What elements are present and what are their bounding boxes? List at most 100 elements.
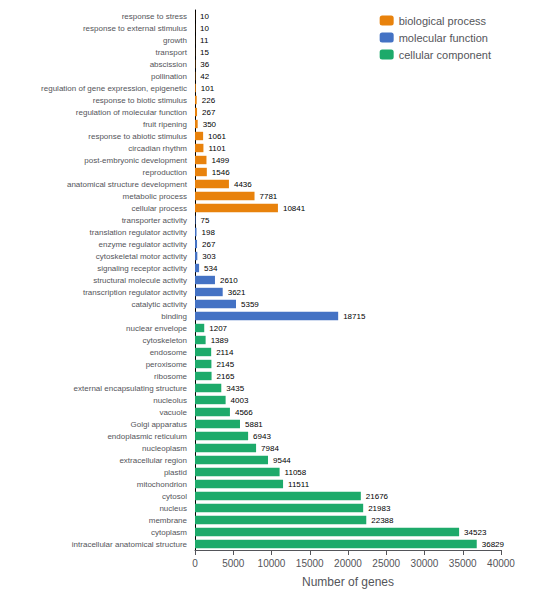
svg-text:10000: 10000: [258, 558, 286, 569]
svg-text:response to external stimulus: response to external stimulus: [83, 24, 187, 33]
svg-text:external encapsulating structu: external encapsulating structure: [74, 384, 188, 393]
svg-text:3435: 3435: [226, 384, 244, 393]
svg-text:0: 0: [192, 558, 198, 569]
svg-text:7984: 7984: [261, 444, 279, 453]
svg-text:cellular process: cellular process: [131, 204, 187, 213]
svg-text:binding: binding: [161, 312, 187, 321]
svg-text:42: 42: [200, 72, 209, 81]
svg-text:mitochondrion: mitochondrion: [137, 480, 187, 489]
svg-text:6943: 6943: [253, 432, 271, 441]
svg-text:2145: 2145: [216, 360, 234, 369]
svg-text:reproduction: reproduction: [143, 168, 187, 177]
svg-text:1101: 1101: [208, 144, 226, 153]
svg-text:36829: 36829: [482, 540, 505, 549]
svg-text:22388: 22388: [371, 516, 394, 525]
svg-text:response to stress: response to stress: [122, 12, 187, 21]
svg-text:structural molecule activity: structural molecule activity: [93, 276, 187, 285]
svg-text:21983: 21983: [368, 504, 391, 513]
svg-text:transcription regulator activi: transcription regulator activity: [83, 288, 187, 297]
svg-text:Number of genes: Number of genes: [302, 575, 394, 589]
svg-text:regulation of gene expression,: regulation of gene expression, epigeneti…: [41, 84, 187, 93]
svg-text:nucleolus: nucleolus: [153, 396, 187, 405]
svg-text:catalytic activity: catalytic activity: [131, 300, 187, 309]
svg-text:regulation of molecular functi: regulation of molecular function: [76, 108, 187, 117]
svg-text:25000: 25000: [372, 558, 400, 569]
svg-text:ribosome: ribosome: [154, 372, 187, 381]
svg-text:35000: 35000: [449, 558, 477, 569]
svg-text:267: 267: [202, 108, 216, 117]
svg-text:post-embryonic development: post-embryonic development: [84, 156, 187, 165]
svg-text:fruit ripening: fruit ripening: [143, 120, 187, 129]
svg-text:350: 350: [203, 120, 217, 129]
svg-text:endoplasmic reticulum: endoplasmic reticulum: [107, 432, 187, 441]
svg-text:267: 267: [202, 240, 216, 249]
svg-text:peroxisome: peroxisome: [146, 360, 188, 369]
svg-text:biological process: biological process: [399, 15, 487, 27]
svg-text:5000: 5000: [222, 558, 245, 569]
svg-text:75: 75: [201, 216, 210, 225]
svg-text:4003: 4003: [231, 396, 249, 405]
svg-text:cellular component: cellular component: [399, 49, 491, 61]
svg-text:1389: 1389: [211, 336, 229, 345]
svg-text:molecular function: molecular function: [399, 32, 488, 44]
svg-text:1499: 1499: [211, 156, 229, 165]
svg-text:4566: 4566: [235, 408, 253, 417]
svg-text:10: 10: [200, 12, 209, 21]
svg-text:membrane: membrane: [149, 516, 188, 525]
svg-text:11058: 11058: [285, 468, 307, 477]
svg-text:cytoskeleton: cytoskeleton: [143, 336, 187, 345]
svg-text:4436: 4436: [234, 180, 252, 189]
svg-text:endosome: endosome: [150, 348, 188, 357]
svg-text:circadian rhythm: circadian rhythm: [128, 144, 187, 153]
svg-text:abscission: abscission: [150, 60, 187, 69]
svg-text:5881: 5881: [245, 420, 263, 429]
svg-text:nucleus: nucleus: [159, 504, 187, 513]
svg-text:cytoskeletal motor activity: cytoskeletal motor activity: [96, 252, 187, 261]
svg-text:1061: 1061: [208, 132, 226, 141]
svg-text:9544: 9544: [273, 456, 291, 465]
svg-text:1546: 1546: [212, 168, 230, 177]
svg-text:transport: transport: [155, 48, 187, 57]
svg-text:pollination: pollination: [151, 72, 187, 81]
svg-text:18715: 18715: [343, 312, 366, 321]
svg-text:signaling receptor activity: signaling receptor activity: [97, 264, 187, 273]
svg-text:response to biotic stimulus: response to biotic stimulus: [93, 96, 187, 105]
svg-text:response to abiotic stimulus: response to abiotic stimulus: [88, 132, 187, 141]
svg-text:vacuole: vacuole: [159, 408, 187, 417]
svg-text:30000: 30000: [411, 558, 439, 569]
svg-text:2165: 2165: [217, 372, 235, 381]
svg-text:5359: 5359: [241, 300, 259, 309]
svg-text:plastid: plastid: [164, 468, 187, 477]
svg-text:translation regulator activity: translation regulator activity: [90, 228, 187, 237]
svg-text:cytoplasm: cytoplasm: [151, 528, 187, 537]
svg-text:extracellular region: extracellular region: [119, 456, 187, 465]
svg-text:15000: 15000: [296, 558, 324, 569]
svg-text:10: 10: [200, 24, 209, 33]
svg-text:intracellular anatomical struc: intracellular anatomical structure: [72, 540, 188, 549]
svg-text:198: 198: [202, 228, 216, 237]
svg-text:15: 15: [200, 48, 209, 57]
svg-text:transporter activity: transporter activity: [122, 216, 187, 225]
svg-text:cytosol: cytosol: [162, 492, 187, 501]
svg-text:enzyme regulator activity: enzyme regulator activity: [99, 240, 187, 249]
svg-text:20000: 20000: [334, 558, 362, 569]
svg-text:21676: 21676: [366, 492, 389, 501]
svg-text:nucleoplasm: nucleoplasm: [142, 444, 187, 453]
svg-text:34523: 34523: [464, 528, 487, 537]
svg-text:nuclear envelope: nuclear envelope: [126, 324, 187, 333]
svg-text:11: 11: [200, 36, 209, 45]
svg-text:Golgi apparatus: Golgi apparatus: [131, 420, 187, 429]
svg-text:534: 534: [204, 264, 218, 273]
svg-text:2610: 2610: [220, 276, 238, 285]
svg-text:36: 36: [200, 60, 209, 69]
svg-text:40000: 40000: [487, 558, 515, 569]
svg-text:2114: 2114: [216, 348, 234, 357]
svg-text:101: 101: [201, 84, 215, 93]
svg-text:growth: growth: [163, 36, 187, 45]
svg-text:11511: 11511: [288, 480, 310, 489]
svg-text:226: 226: [202, 96, 216, 105]
svg-text:7781: 7781: [260, 192, 278, 201]
svg-text:anatomical structure developme: anatomical structure development: [67, 180, 188, 189]
svg-text:10841: 10841: [283, 204, 306, 213]
svg-text:metabolic process: metabolic process: [123, 192, 187, 201]
